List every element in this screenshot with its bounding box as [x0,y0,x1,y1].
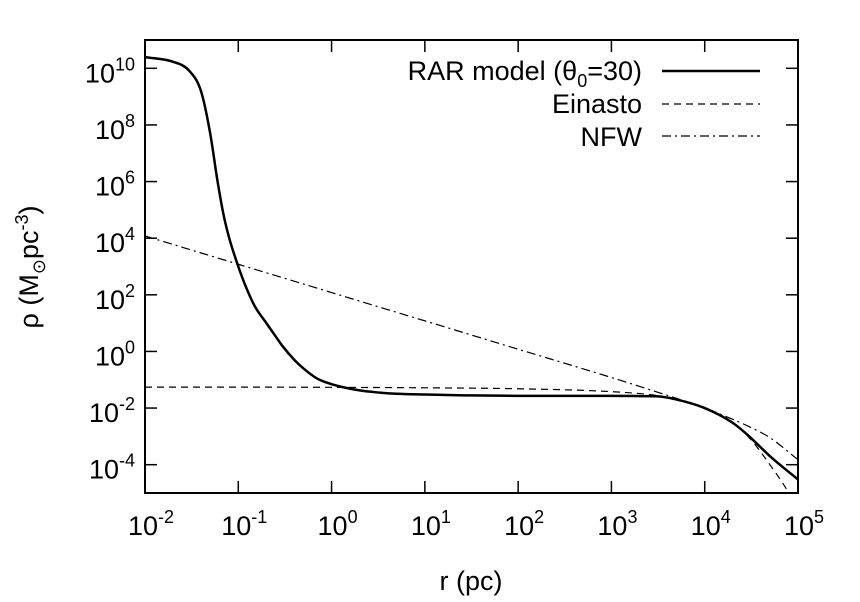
y-tick-label: 10-4 [89,451,135,485]
series-einasto-curve [145,386,790,493]
x-tick-label: 102 [504,507,544,541]
x-axis-title: r (pc) [440,566,503,596]
legend-label-nfw: NFW [581,122,643,152]
x-tick-label: 101 [411,507,451,541]
series-rar-curve [145,55,798,481]
y-tick-label: 10-2 [89,394,135,428]
y-tick-label: 100 [95,337,135,371]
legend-label-rar: RAR model (θ0=30) [408,56,642,91]
y-tick-label: 104 [95,224,135,258]
x-tick-label: 105 [784,507,824,541]
x-tick-label: 10-2 [128,507,174,541]
legend: RAR model (θ0=30) Einasto NFW [408,56,760,152]
x-tick-label: 10-1 [221,507,267,541]
x-tick-label: 103 [597,507,637,541]
data-curves [145,55,798,493]
y-tick-label: 102 [95,281,135,315]
y-tick-label: 108 [95,111,135,145]
x-tick-label: 104 [691,507,731,541]
legend-label-einasto: Einasto [552,89,642,119]
y-tick-label: 1010 [85,54,135,88]
x-tick-label: 100 [318,507,358,541]
axis-ticks [144,40,799,493]
tick-labels: 10-2 10-1 100 101 102 103 104 105 10-4 10-2 100 102… [85,54,824,541]
series-nfw-curve [145,235,798,461]
y-tick-label: 106 [95,168,135,202]
y-axis-title: ρ (M⊙pc-3) [12,206,49,329]
plot-frame [144,39,799,494]
